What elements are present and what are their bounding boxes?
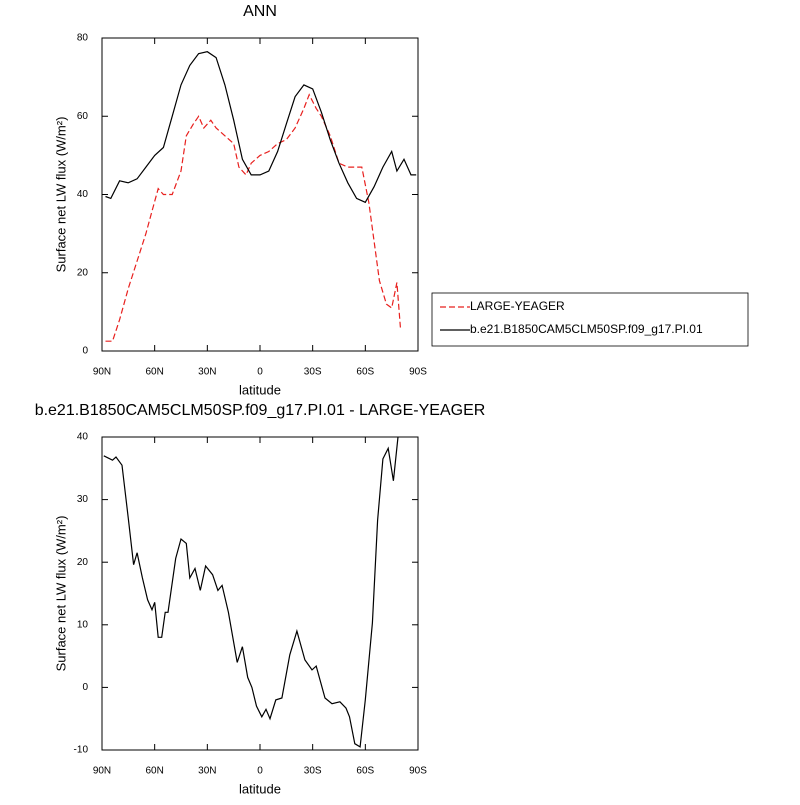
data-line	[103, 436, 399, 748]
data-line	[105, 93, 401, 342]
chart-title: ANN	[243, 3, 277, 20]
x-tick-label: 90N	[93, 766, 111, 777]
y-tick-label: 80	[77, 33, 89, 44]
x-tick-label: 60N	[145, 367, 163, 378]
y-tick-label: 0	[82, 346, 88, 357]
legend-label: b.e21.B1850CAM5CLM50SP.f09_g17.PI.01	[470, 322, 703, 336]
plot-frame	[101, 436, 419, 751]
y-tick-label: 40	[77, 189, 89, 200]
y-tick-label: -10	[74, 745, 89, 756]
x-axis-label: latitude	[239, 382, 281, 397]
y-axis-label: Surface net LW flux (W/m²)	[53, 117, 68, 273]
data-line	[105, 51, 417, 204]
x-tick-label: 0	[257, 367, 263, 378]
x-tick-label: 90S	[409, 766, 427, 777]
x-axis-label: latitude	[239, 781, 281, 796]
x-tick-label: 30S	[304, 766, 322, 777]
y-tick-label: 40	[77, 432, 89, 443]
chart-title: b.e21.B1850CAM5CLM50SP.f09_g17.PI.01 - L…	[35, 402, 486, 419]
legend-label: LARGE-YEAGER	[470, 299, 565, 313]
legend-box	[431, 292, 749, 347]
y-tick-label: 30	[77, 494, 89, 505]
x-tick-label: 90S	[409, 367, 427, 378]
x-tick-label: 30S	[304, 367, 322, 378]
x-tick-label: 30N	[198, 367, 216, 378]
x-tick-label: 60N	[145, 766, 163, 777]
x-tick-label: 90N	[93, 367, 111, 378]
y-tick-label: 0	[82, 682, 88, 693]
y-tick-label: 60	[77, 111, 89, 122]
y-axis-label: Surface net LW flux (W/m²)	[53, 516, 68, 672]
x-tick-label: 30N	[198, 766, 216, 777]
y-tick-label: 20	[77, 557, 89, 568]
y-tick-label: 10	[77, 619, 89, 630]
plot-frame	[101, 37, 419, 352]
x-tick-label: 60S	[356, 766, 374, 777]
x-tick-label: 60S	[356, 367, 374, 378]
x-tick-label: 0	[257, 766, 263, 777]
y-tick-label: 20	[77, 267, 89, 278]
